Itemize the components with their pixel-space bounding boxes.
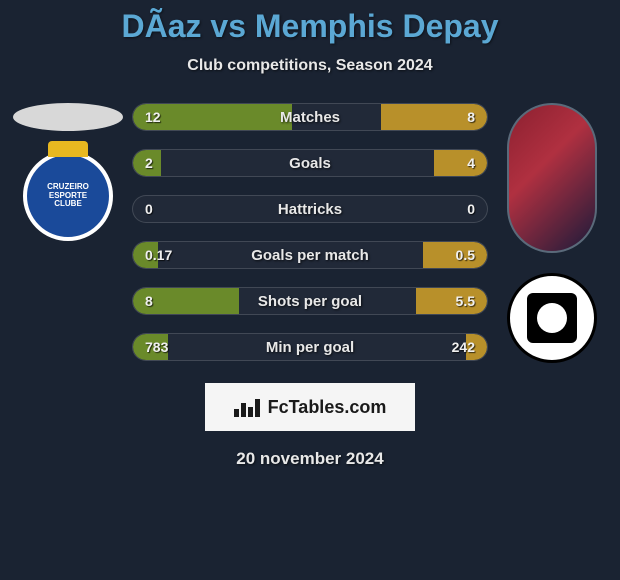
stat-row: 2 4 Goals	[132, 149, 488, 177]
stat-label: Hattricks	[278, 201, 342, 218]
stat-row: 783 242 Min per goal	[132, 333, 488, 361]
club-badge-cruzeiro: CRUZEIROESPORTECLUBE	[23, 151, 113, 241]
comparison-infographic: DÃ­az vs Memphis Depay Club competitions…	[0, 0, 620, 580]
stat-value-left: 783	[145, 339, 168, 355]
stat-value-left: 2	[145, 155, 153, 171]
stat-value-left: 12	[145, 109, 161, 125]
stat-label: Shots per goal	[258, 293, 362, 310]
stat-value-left: 8	[145, 293, 153, 309]
stat-row: 0 0 Hattricks	[132, 195, 488, 223]
corinthians-core	[537, 303, 567, 333]
watermark-text: FcTables.com	[268, 397, 387, 418]
stat-value-right: 0	[467, 201, 475, 217]
subtitle: Club competitions, Season 2024	[0, 57, 620, 75]
stat-row: 8 5.5 Shots per goal	[132, 287, 488, 315]
stat-value-right: 242	[452, 339, 475, 355]
stats-column: 12 8 Matches 2 4 Goals 0 0 Hattricks 0.17 0.5 Goals…	[128, 103, 492, 361]
stat-label: Matches	[280, 109, 340, 126]
stat-label: Goals per match	[251, 247, 369, 264]
player-photo-left	[13, 103, 123, 131]
cruzeiro-badge-text: CRUZEIROESPORTECLUBE	[47, 183, 89, 209]
stat-value-left: 0.17	[145, 247, 172, 263]
stat-row: 12 8 Matches	[132, 103, 488, 131]
stat-value-right: 4	[467, 155, 475, 171]
stat-row: 0.17 0.5 Goals per match	[132, 241, 488, 269]
club-badge-corinthians	[507, 273, 597, 363]
corinthians-inner	[527, 293, 577, 343]
stat-fill-right	[416, 288, 487, 314]
left-column: CRUZEIROESPORTECLUBE	[8, 103, 128, 241]
stat-value-right: 0.5	[456, 247, 475, 263]
date-text: 20 november 2024	[0, 449, 620, 469]
stat-label: Goals	[289, 155, 331, 172]
stat-fill-right	[434, 150, 487, 176]
stat-value-right: 8	[467, 109, 475, 125]
page-title: DÃ­az vs Memphis Depay	[0, 0, 620, 45]
chart-icon	[234, 397, 262, 417]
stat-label: Min per goal	[266, 339, 354, 356]
stat-value-left: 0	[145, 201, 153, 217]
watermark: FcTables.com	[205, 383, 415, 431]
player-photo-right	[507, 103, 597, 253]
main-area: CRUZEIROESPORTECLUBE 128Matches24Goals00…	[0, 103, 620, 363]
stat-value-right: 5.5	[456, 293, 475, 309]
right-column	[492, 103, 612, 363]
